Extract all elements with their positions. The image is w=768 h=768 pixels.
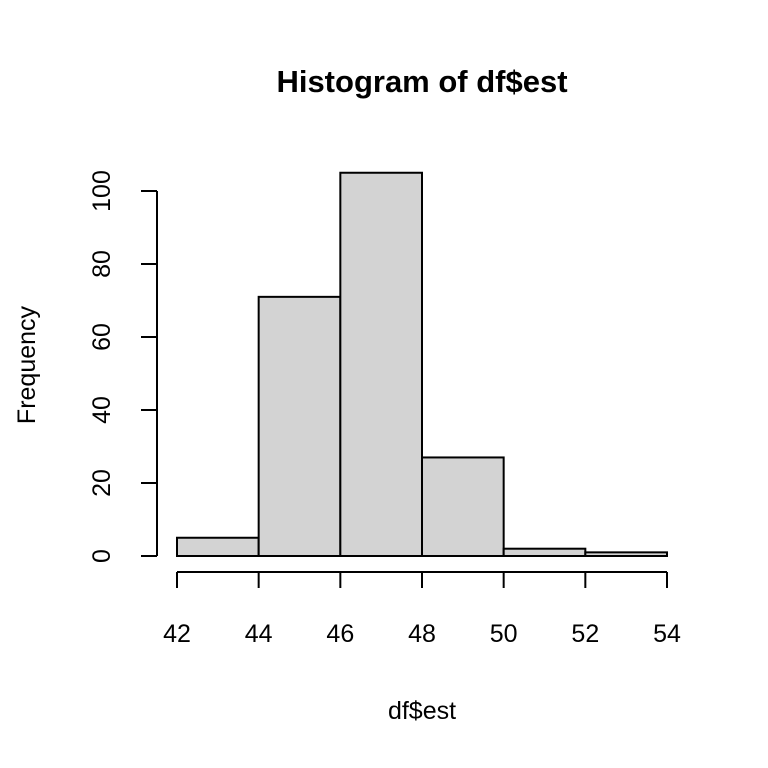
- histogram-bar-5: [502, 547, 587, 558]
- y-tick-label: 80: [88, 250, 116, 278]
- y-tick-label: 20: [88, 469, 116, 497]
- x-tick-label: 50: [490, 620, 518, 648]
- y-tick-label: 60: [88, 323, 116, 351]
- x-tick-label: 48: [408, 620, 436, 648]
- histogram-bar-2: [257, 295, 342, 557]
- x-tick-label: 52: [571, 620, 599, 648]
- x-tick-label: 54: [653, 620, 681, 648]
- histogram-bar-4: [421, 456, 505, 558]
- y-axis-label: Frequency: [13, 305, 41, 424]
- histogram-bar-3: [339, 171, 424, 557]
- histogram-bars: [176, 171, 668, 558]
- x-tick-label: 44: [245, 620, 273, 648]
- y-tick-label: 40: [88, 396, 116, 424]
- y-tick-label: 100: [88, 170, 116, 212]
- x-axis: 42 44 46 48 50 52 54: [163, 571, 681, 648]
- x-axis-label: df$est: [388, 697, 456, 725]
- y-tick-label: 0: [88, 549, 116, 563]
- y-axis: 0 20 40 60 80 100: [88, 170, 158, 563]
- x-tick-label: 42: [163, 620, 191, 648]
- histogram-bar-1: [176, 536, 260, 557]
- histogram-bar-6: [584, 551, 668, 557]
- x-tick-label: 46: [326, 620, 354, 648]
- chart-title: Histogram of df$est: [276, 64, 567, 99]
